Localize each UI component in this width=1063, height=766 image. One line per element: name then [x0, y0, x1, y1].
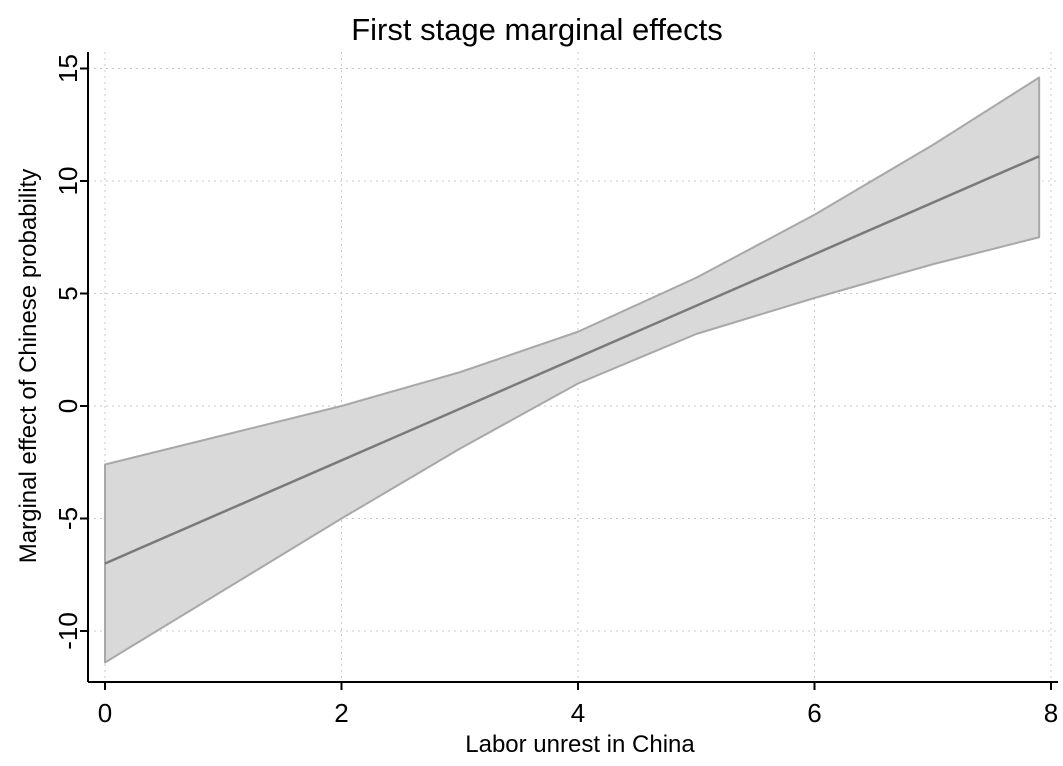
y-axis-label: Marginal effect of Chinese probability [15, 169, 42, 563]
y-tick-label: -5 [53, 507, 83, 530]
y-tick-label: 5 [53, 286, 83, 300]
confidence-band [104, 76, 1041, 664]
x-axis-label: Labor unrest in China [465, 731, 695, 758]
confidence-band-layer [104, 76, 1041, 664]
x-tick-label: 0 [98, 698, 112, 728]
chart-title: First stage marginal effects [351, 12, 723, 47]
marginal-effect-line-layer [104, 155, 1040, 565]
x-tick-label: 4 [571, 698, 585, 728]
y-tick-label: 15 [53, 54, 83, 83]
ticks-layer: 0 2 4 6 8 -10 -5 0 5 10 15 [53, 54, 1058, 728]
axes-layer [87, 52, 1058, 683]
y-tick-label: 10 [53, 167, 83, 196]
x-tick-label: 2 [334, 698, 348, 728]
x-tick-label: 8 [1044, 698, 1058, 728]
marginal-effect-line [104, 155, 1040, 565]
y-tick-label: 0 [53, 399, 83, 413]
y-tick-label: -10 [53, 612, 83, 650]
x-tick-label: 6 [807, 698, 821, 728]
